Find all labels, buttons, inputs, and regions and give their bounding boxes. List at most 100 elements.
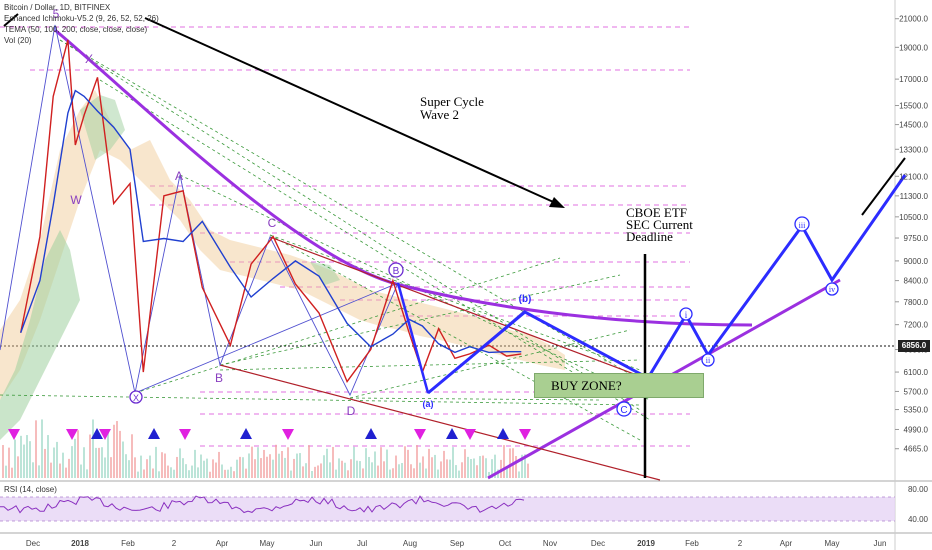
volume-bar [194, 449, 196, 478]
volume-bar [314, 466, 316, 478]
volume-bar [104, 457, 106, 478]
volume-bar [8, 447, 10, 478]
wave-label-x-circ: X [133, 393, 139, 403]
volume-bar [269, 454, 271, 478]
y-tick-label: 14500.0 [899, 121, 928, 130]
buy-signal-triangle [148, 428, 160, 439]
volume-bar [320, 463, 322, 478]
volume-bar [143, 469, 145, 478]
volume-bar [113, 424, 115, 478]
volume-bar [77, 430, 79, 478]
volume-bar [479, 456, 481, 478]
volume-bar [260, 458, 262, 478]
rsi-tick-label: 80.00 [908, 485, 929, 494]
volume-bar [443, 450, 445, 478]
volume-bar [296, 453, 298, 478]
volume-bar [491, 459, 493, 478]
x-tick-label: Aug [403, 539, 417, 548]
y-tick-label: 17000.0 [899, 75, 928, 84]
volume-bar [482, 455, 484, 478]
volume-bar [251, 446, 253, 478]
volume-bar [116, 421, 118, 478]
volume-bar [110, 457, 112, 478]
x-tick-label: Dec [591, 539, 605, 548]
volume-bar [272, 459, 274, 478]
volume-bar [188, 470, 190, 478]
wave-label-c: C [268, 216, 277, 230]
x-tick-label: 2019 [637, 539, 655, 548]
cboe-annotation: CBOE ETF SEC Current Deadline [626, 206, 693, 244]
wave-label-b-circ: B [393, 266, 400, 277]
x-tick-label: May [259, 539, 274, 548]
volume-bar [56, 441, 58, 478]
y-tick-label: 4665.0 [904, 445, 929, 454]
volume-bar [74, 438, 76, 478]
rsi-legend: RSI (14, close) [4, 485, 57, 494]
x-tick-label: Feb [121, 539, 135, 548]
volume-bar [173, 469, 175, 478]
legend-tema: TEMA (50, 100, 200, close, close, close) [4, 25, 148, 34]
y-tick-label: 6100.0 [904, 368, 929, 377]
volume-bar [245, 468, 247, 478]
volume-bar [287, 447, 289, 478]
volume-bar [137, 471, 139, 478]
wave-label-five: 5 [53, 7, 60, 21]
volume-bar [338, 458, 340, 478]
y-tick-label: 15500.0 [899, 102, 928, 111]
volume-bar [293, 458, 295, 478]
volume-bar [407, 449, 409, 478]
volume-bar [125, 454, 127, 478]
volume-bar [356, 460, 358, 478]
channel-upper [269, 236, 651, 381]
volume-bar [299, 453, 301, 478]
volume-bar [473, 458, 475, 478]
sell-signal-triangle [99, 429, 111, 440]
volume-bar [212, 459, 214, 478]
volume-bar [227, 469, 229, 478]
wave-label-iii: iii [799, 221, 806, 230]
volume-bar [347, 470, 349, 478]
wave-b-a [396, 282, 430, 394]
volume-bar [230, 466, 232, 478]
y-tick-label: 10500.0 [899, 213, 928, 222]
volume-bar [119, 430, 121, 478]
wave-markers [129, 216, 839, 417]
buy-signal-triangle [91, 428, 103, 439]
volume-bar [446, 459, 448, 478]
volume-bar [476, 465, 478, 478]
volume-bar [29, 441, 31, 478]
volume-bar [176, 456, 178, 478]
volume-bar [95, 447, 97, 478]
volume-bar [350, 459, 352, 478]
volume-bar [170, 467, 172, 478]
y-tick-label: 4990.0 [904, 425, 929, 434]
volume-bar [224, 469, 226, 478]
projection-extension [861, 157, 906, 216]
volume-bar [5, 465, 7, 478]
wave-label-small-a: (a) [423, 399, 434, 409]
volume-bar [2, 445, 4, 478]
volume-bar [278, 453, 280, 478]
buy-signal-triangle [240, 428, 252, 439]
volume-bar [200, 454, 202, 478]
volume-bar [422, 456, 424, 478]
y-tick-label: 12100.0 [899, 172, 928, 181]
volume-bar [308, 445, 310, 478]
volume-bar [62, 452, 64, 478]
volume-bar [458, 470, 460, 478]
volume-bar [50, 462, 52, 478]
volume-bar [416, 445, 418, 478]
sell-signal-triangle [66, 429, 78, 440]
wave-label-i: i [685, 310, 688, 320]
volume-bar [359, 461, 361, 478]
volume-bar [32, 462, 34, 478]
volume-bar [527, 463, 529, 478]
legend-ichimoku: Enhanced Ichimoku-V5.2 (9, 26, 52, 52, 2… [4, 14, 159, 23]
x-tick-label: Feb [685, 539, 699, 548]
volume-bar [161, 452, 163, 478]
sell-signal-triangle [519, 429, 531, 440]
cboe-line-3: Deadline [626, 229, 673, 244]
ichimoku-cloud [0, 90, 565, 400]
volume-bar [44, 448, 46, 478]
